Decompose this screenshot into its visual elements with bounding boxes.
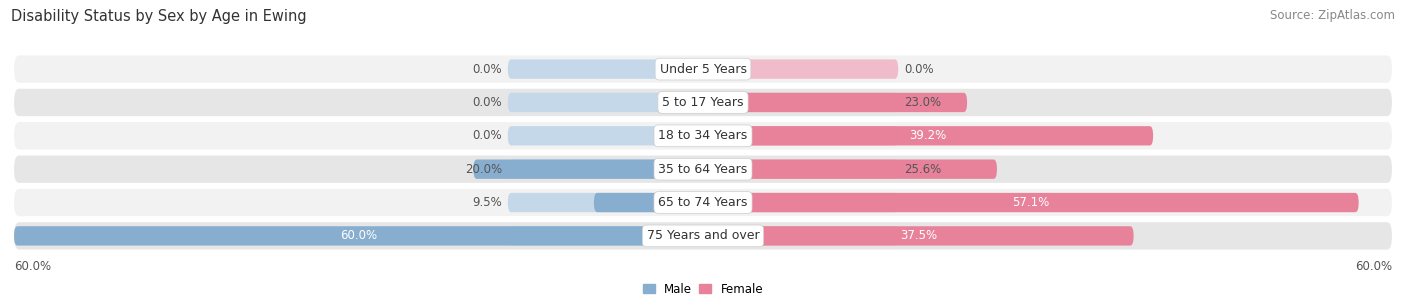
Text: 60.0%: 60.0% bbox=[340, 229, 377, 242]
Text: 0.0%: 0.0% bbox=[472, 96, 502, 109]
Text: 9.5%: 9.5% bbox=[472, 196, 502, 209]
FancyBboxPatch shape bbox=[703, 93, 967, 112]
FancyBboxPatch shape bbox=[14, 156, 1392, 183]
FancyBboxPatch shape bbox=[703, 193, 1358, 212]
FancyBboxPatch shape bbox=[703, 226, 1133, 246]
Text: 25.6%: 25.6% bbox=[904, 163, 941, 176]
FancyBboxPatch shape bbox=[508, 59, 703, 79]
Legend: Male, Female: Male, Female bbox=[638, 278, 768, 300]
Text: 20.0%: 20.0% bbox=[465, 163, 502, 176]
Text: 5 to 17 Years: 5 to 17 Years bbox=[662, 96, 744, 109]
FancyBboxPatch shape bbox=[703, 126, 898, 145]
FancyBboxPatch shape bbox=[703, 226, 898, 246]
FancyBboxPatch shape bbox=[508, 126, 703, 145]
FancyBboxPatch shape bbox=[14, 56, 1392, 83]
FancyBboxPatch shape bbox=[508, 193, 703, 212]
Text: 35 to 64 Years: 35 to 64 Years bbox=[658, 163, 748, 176]
Text: Under 5 Years: Under 5 Years bbox=[659, 63, 747, 76]
FancyBboxPatch shape bbox=[703, 93, 898, 112]
FancyBboxPatch shape bbox=[703, 126, 1153, 145]
Text: 75 Years and over: 75 Years and over bbox=[647, 229, 759, 242]
FancyBboxPatch shape bbox=[508, 93, 703, 112]
Text: 0.0%: 0.0% bbox=[472, 63, 502, 76]
FancyBboxPatch shape bbox=[14, 122, 1392, 149]
FancyBboxPatch shape bbox=[14, 226, 703, 246]
Text: 23.0%: 23.0% bbox=[904, 96, 941, 109]
Text: 65 to 74 Years: 65 to 74 Years bbox=[658, 196, 748, 209]
FancyBboxPatch shape bbox=[593, 193, 703, 212]
FancyBboxPatch shape bbox=[703, 160, 997, 179]
FancyBboxPatch shape bbox=[703, 160, 898, 179]
FancyBboxPatch shape bbox=[474, 160, 703, 179]
Text: 57.1%: 57.1% bbox=[1012, 196, 1049, 209]
FancyBboxPatch shape bbox=[508, 160, 703, 179]
FancyBboxPatch shape bbox=[703, 193, 898, 212]
Text: 0.0%: 0.0% bbox=[904, 63, 934, 76]
Text: 18 to 34 Years: 18 to 34 Years bbox=[658, 129, 748, 142]
Text: 37.5%: 37.5% bbox=[900, 229, 936, 242]
FancyBboxPatch shape bbox=[14, 189, 1392, 216]
FancyBboxPatch shape bbox=[703, 59, 898, 79]
Text: 60.0%: 60.0% bbox=[14, 260, 51, 273]
FancyBboxPatch shape bbox=[508, 226, 703, 246]
FancyBboxPatch shape bbox=[14, 222, 1392, 249]
Text: 39.2%: 39.2% bbox=[910, 129, 946, 142]
Text: Disability Status by Sex by Age in Ewing: Disability Status by Sex by Age in Ewing bbox=[11, 9, 307, 24]
Text: 60.0%: 60.0% bbox=[1355, 260, 1392, 273]
Text: Source: ZipAtlas.com: Source: ZipAtlas.com bbox=[1270, 9, 1395, 22]
Text: 0.0%: 0.0% bbox=[472, 129, 502, 142]
FancyBboxPatch shape bbox=[14, 89, 1392, 116]
